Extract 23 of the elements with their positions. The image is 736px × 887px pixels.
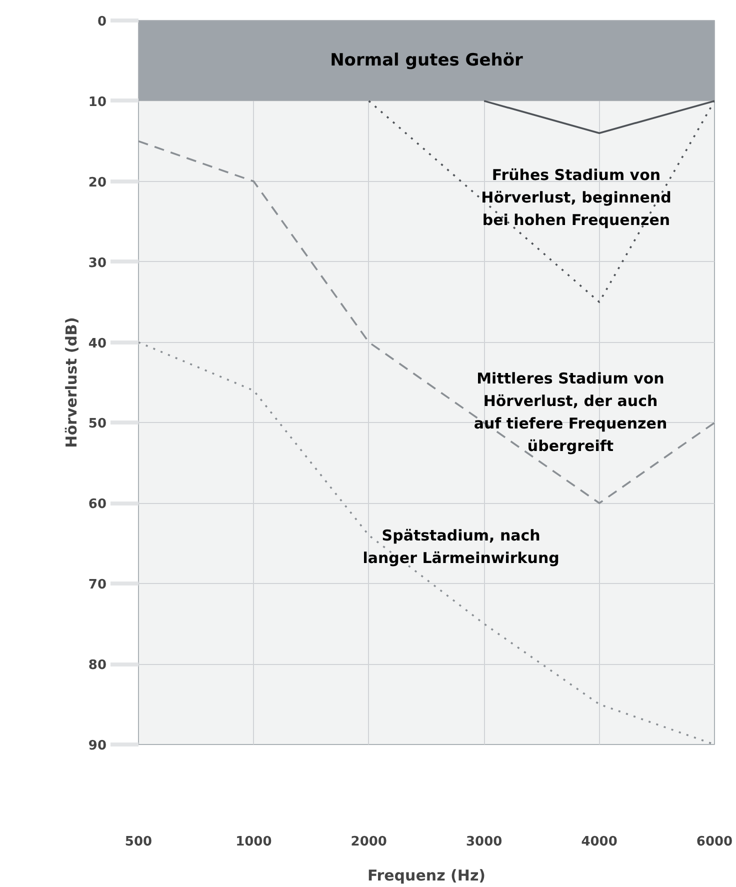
x-axis-title: Frequenz (Hz) — [367, 866, 486, 884]
x-tick-label: 4000 — [581, 834, 618, 850]
y-tick-label: 80 — [88, 658, 107, 674]
x-tick-label: 500 — [124, 834, 152, 850]
y-tick-label: 60 — [88, 497, 107, 512]
y-axis-title: Hörverlust (dB) — [62, 317, 80, 448]
x-tick-label: 1000 — [236, 834, 272, 850]
band-label: Normal gutes Gehör — [330, 50, 524, 71]
y-tick-label: 0 — [97, 14, 106, 30]
y-tick-label: 20 — [88, 175, 107, 190]
series-label: Mittleres Stadium von Hörverlust, der auch auf tiefere Frequenzen übergreift — [474, 370, 668, 456]
y-tick-label: 40 — [88, 336, 107, 352]
y-tick-label: 70 — [88, 578, 107, 593]
y-tick-label: 50 — [88, 416, 107, 432]
line-series — [138, 140, 714, 504]
y-tick-label: 30 — [88, 256, 107, 271]
series-label: Frühes Stadium von Hörverlust, beginnend bei hohen Frequenzen — [481, 166, 672, 229]
y-tick-label: 10 — [88, 94, 107, 110]
x-tick-label: 6000 — [696, 834, 733, 850]
x-tick-label: 2000 — [350, 834, 387, 850]
y-tick-label: 90 — [88, 738, 107, 754]
x-tick-label: 3000 — [466, 834, 502, 850]
series-label: Spätstadium, nach langer Lärmeinwirkung — [362, 526, 560, 567]
